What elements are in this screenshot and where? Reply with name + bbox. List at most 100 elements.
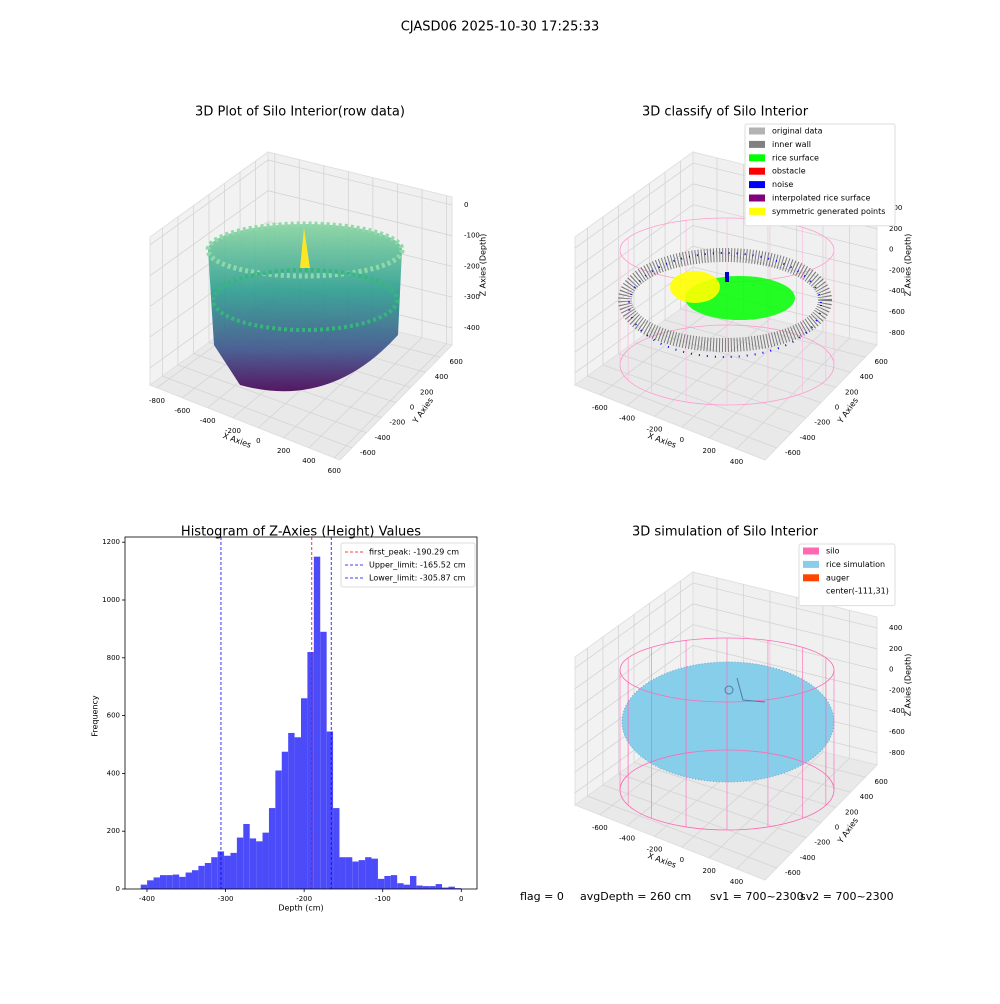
x-tick-label: 200 <box>703 447 716 455</box>
bar <box>166 875 173 889</box>
z-tick-label: 0 <box>464 201 468 209</box>
legend-swatch <box>749 140 765 148</box>
grid-line <box>587 648 777 869</box>
y-tick-label: 0 <box>835 824 839 832</box>
legend-label: symmetric generated points <box>772 207 885 216</box>
bar <box>377 878 385 889</box>
z-tick-label: -800 <box>889 329 905 337</box>
point-ring <box>205 221 405 279</box>
bar <box>429 886 436 889</box>
z-tick-label: -300 <box>464 293 480 301</box>
bar <box>326 731 334 889</box>
x-tick-label: -600 <box>592 404 608 412</box>
y-tick-label: -600 <box>360 449 376 457</box>
y-tick-label: -400 <box>800 854 816 862</box>
bar <box>217 851 225 889</box>
bar <box>307 652 314 889</box>
bar <box>358 860 366 889</box>
x-tick-label: -400 <box>200 417 216 425</box>
x-tick-label: -200 <box>647 845 663 853</box>
legend-swatch <box>749 194 765 202</box>
y-tick-label: 400 <box>435 373 448 381</box>
bar <box>454 888 462 889</box>
bar <box>416 885 423 889</box>
legend-box <box>340 542 476 588</box>
z-tick-label: 0 <box>889 246 893 254</box>
z-tick-label: -400 <box>464 324 480 332</box>
x-tick-label: -200 <box>296 895 312 903</box>
grid-line <box>193 205 382 419</box>
plot-frame <box>124 536 478 890</box>
bar <box>422 886 430 889</box>
point-cloud <box>208 224 402 392</box>
bar <box>262 832 269 889</box>
x-tick-label: -600 <box>174 407 190 415</box>
sym-points <box>670 271 720 303</box>
z-tick-label: -100 <box>464 232 480 240</box>
bar <box>204 862 212 889</box>
bar <box>236 837 244 889</box>
x-tick-label: -200 <box>647 425 663 433</box>
bar <box>339 857 346 889</box>
y-tick-label: -400 <box>800 434 816 442</box>
x-tick-label: 200 <box>277 447 290 455</box>
footer-text: flag = 0 <box>520 890 564 903</box>
grid-line <box>736 610 850 870</box>
z-tick-label: -400 <box>889 287 905 295</box>
footer-text: sv2 = 700~2300 <box>800 890 894 903</box>
legend-swatch <box>749 181 765 189</box>
bar <box>384 875 391 889</box>
legend-swatch <box>749 167 765 175</box>
grid-line <box>736 190 850 450</box>
legend-label: silo <box>826 547 840 556</box>
legend-box <box>744 123 896 227</box>
z-tick-label: -200 <box>464 262 480 270</box>
legend-box <box>798 543 896 607</box>
z-tick-label: 200 <box>889 645 902 653</box>
chart-title: 3D Plot of Silo Interior(row data) <box>195 105 405 120</box>
grid-line <box>574 266 878 353</box>
grid-line <box>587 228 777 449</box>
z-tick-label: -400 <box>889 707 905 715</box>
grid-line <box>708 183 824 439</box>
chart-title: Histogram of Z-Axies (Height) Values <box>181 525 421 540</box>
bar <box>371 858 378 889</box>
grid-line <box>574 603 878 690</box>
grid-line <box>574 582 878 669</box>
footer-text: sv1 = 700~2300 <box>710 890 804 903</box>
bar <box>230 852 237 889</box>
grid-line <box>618 205 807 419</box>
x-tick-label: -400 <box>619 835 635 843</box>
y-tick-label: -200 <box>389 419 405 427</box>
x-tick-label: -300 <box>218 895 234 903</box>
y-tick-label: -600 <box>785 869 801 877</box>
auger <box>736 677 766 703</box>
bar <box>140 884 148 889</box>
bar <box>268 808 276 889</box>
bar <box>352 861 359 889</box>
grid-line <box>208 194 397 403</box>
grid-line <box>574 224 878 311</box>
y-tick-label: 0 <box>116 885 120 893</box>
grid-line <box>574 245 878 332</box>
bar <box>192 870 199 889</box>
bar <box>313 556 321 889</box>
y-tick-label: 200 <box>107 827 120 835</box>
point-ring <box>211 268 399 332</box>
z-tick-label: -200 <box>889 266 905 274</box>
legend-label: inner wall <box>772 140 811 149</box>
legend-label: center(-111,31) <box>826 587 889 596</box>
grid-line <box>680 160 866 358</box>
bar <box>345 857 353 889</box>
bar <box>288 732 295 889</box>
z-tick-label: 200 <box>889 225 902 233</box>
z-tick-label: 0 <box>889 666 893 674</box>
bar <box>243 823 250 889</box>
legend-label: rice surface <box>772 153 819 162</box>
legend-swatch <box>803 560 819 568</box>
legend-swatch <box>749 127 765 135</box>
legend-label: Upper_limit: -165.52 cm <box>369 561 466 570</box>
x-tick-label: -400 <box>619 415 635 423</box>
auger <box>724 685 734 695</box>
